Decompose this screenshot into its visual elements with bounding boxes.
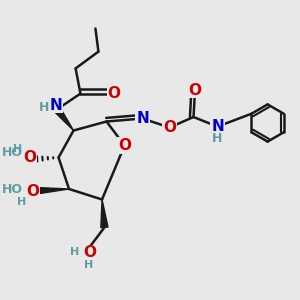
Text: H: H bbox=[17, 196, 26, 207]
Text: H: H bbox=[39, 101, 49, 114]
Text: H: H bbox=[70, 247, 80, 257]
Polygon shape bbox=[101, 200, 108, 228]
Text: HO: HO bbox=[2, 146, 23, 160]
Text: H: H bbox=[212, 132, 222, 145]
Text: O: O bbox=[26, 184, 40, 199]
Text: O: O bbox=[188, 82, 202, 98]
Text: O: O bbox=[118, 138, 131, 153]
Text: O: O bbox=[107, 86, 121, 101]
Text: N: N bbox=[136, 111, 149, 126]
Text: O: O bbox=[83, 245, 96, 260]
Text: O: O bbox=[163, 120, 176, 135]
Text: HO: HO bbox=[2, 183, 23, 196]
Text: O: O bbox=[23, 150, 36, 165]
Text: H: H bbox=[14, 144, 23, 154]
Text: N: N bbox=[49, 98, 62, 112]
Polygon shape bbox=[30, 187, 69, 195]
Text: N: N bbox=[211, 119, 224, 134]
Polygon shape bbox=[52, 105, 74, 130]
Text: H: H bbox=[84, 260, 93, 270]
